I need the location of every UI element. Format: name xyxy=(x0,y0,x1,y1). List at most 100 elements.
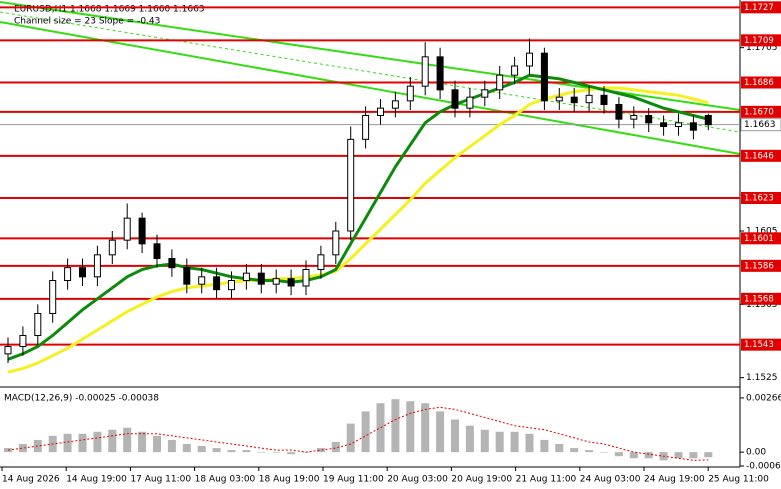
candle-body xyxy=(153,243,161,259)
candle-body xyxy=(615,104,623,120)
y-tick-label: -0.00068 xyxy=(746,462,781,472)
candle-body xyxy=(183,267,191,285)
macd-bar xyxy=(674,452,683,459)
candle-body xyxy=(228,280,235,291)
candle-body xyxy=(585,94,593,104)
macd-signal xyxy=(7,406,709,461)
level-tag xyxy=(741,232,781,245)
macd-bar xyxy=(182,443,191,453)
level-label: 1.1709 xyxy=(744,36,774,46)
level-tag xyxy=(741,149,781,162)
candle-body xyxy=(108,239,116,256)
macd-bar xyxy=(257,452,266,453)
y-tick-label: 1.1705 xyxy=(746,43,778,53)
level-tag xyxy=(741,292,781,305)
candle-body xyxy=(19,335,27,347)
candle-body xyxy=(421,56,429,87)
candle-body xyxy=(93,254,101,278)
x-tick-label: 18 Aug 19:00 xyxy=(259,475,320,485)
candle-body xyxy=(436,56,444,91)
macd-bar xyxy=(600,452,608,453)
candle-body xyxy=(496,74,504,91)
level-label: 1.1601 xyxy=(744,234,774,244)
level-tag xyxy=(741,76,781,89)
macd-bar xyxy=(63,433,72,453)
candle-body xyxy=(689,122,697,131)
macd-bar xyxy=(331,441,340,453)
macd-bar xyxy=(167,439,176,453)
x-tick-label: 17 Aug 11:00 xyxy=(130,475,191,485)
level-label: 1.1543 xyxy=(744,340,774,350)
candle-body xyxy=(511,65,519,76)
level-label: 1.1727 xyxy=(744,3,774,13)
macd-bar xyxy=(436,411,445,453)
x-tick-label: 14 Aug 19:00 xyxy=(66,475,127,485)
candle-body xyxy=(317,254,325,270)
macd-bar xyxy=(465,425,474,453)
candle-body xyxy=(123,217,131,241)
level-tag xyxy=(741,259,781,272)
x-tick-label: 21 Aug 11:00 xyxy=(516,475,577,485)
macd-bar xyxy=(525,433,534,453)
y-tick-label: 0.00 xyxy=(746,448,766,458)
candle-body xyxy=(64,267,72,281)
macd-bar xyxy=(123,427,132,453)
macd-bar xyxy=(495,431,504,453)
macd-bar xyxy=(108,429,117,453)
macd-bar xyxy=(614,452,623,457)
level-tag xyxy=(741,34,781,47)
candle-body xyxy=(704,115,712,126)
macd-bar xyxy=(316,448,325,453)
level-tag xyxy=(741,338,781,351)
macd-bar xyxy=(570,448,579,453)
candle-body xyxy=(406,85,414,102)
macd-bar xyxy=(644,452,653,459)
y-tick-label: 0.00266 xyxy=(746,393,781,403)
macd-bar xyxy=(376,403,385,453)
level-tag xyxy=(741,192,781,204)
macd-bar xyxy=(93,431,102,453)
macd-bar xyxy=(242,450,251,453)
macd-bar xyxy=(361,411,370,453)
macd-bar xyxy=(212,448,221,453)
candle-body xyxy=(377,107,384,116)
candle-body xyxy=(555,96,563,102)
candle-body xyxy=(332,230,340,256)
level-tag xyxy=(741,105,781,118)
x-tick-label: 19 Aug 11:00 xyxy=(323,475,384,485)
candle-body xyxy=(287,278,295,287)
x-tick-label: 18 Aug 03:00 xyxy=(195,475,256,485)
macd-bar xyxy=(4,448,12,453)
candle-body xyxy=(391,100,399,109)
x-tick-label: 24 Aug 19:00 xyxy=(644,475,705,485)
macd-bar xyxy=(78,433,87,453)
macd-bar xyxy=(555,443,564,453)
candle-body xyxy=(630,115,638,120)
macd-bar xyxy=(540,439,549,453)
macd-bar xyxy=(138,431,147,453)
macd-title: MACD(12,26,9) -0.00025 -0.00038 xyxy=(4,394,159,404)
chart-subtitle: Channel size = 23 Slope = -0.43 xyxy=(14,17,160,27)
macd-bar xyxy=(704,452,713,458)
candle-body xyxy=(347,138,355,232)
candle-body xyxy=(466,96,474,109)
macd-bar xyxy=(421,403,430,453)
macd-bar xyxy=(391,399,400,453)
level-label: 1.1646 xyxy=(744,151,774,161)
candle-body xyxy=(362,115,370,140)
current-price-tag xyxy=(740,118,781,132)
x-tick-label: 14 Aug 2026 xyxy=(2,475,60,485)
level-label: 1.1686 xyxy=(744,78,774,88)
candle-body xyxy=(213,276,221,291)
x-tick-label: 20 Aug 03:00 xyxy=(387,475,448,485)
candle-body xyxy=(272,278,280,285)
candle-body xyxy=(242,272,250,281)
level-tag xyxy=(741,1,781,14)
candle-body xyxy=(645,115,653,124)
macd-bar xyxy=(451,419,459,453)
macd-bar xyxy=(287,452,296,455)
level-label: 1.1670 xyxy=(744,107,774,117)
y-tick-label: 1.1525 xyxy=(746,373,778,383)
chart-title: EURUSD,H1 1.1668 1.1669 1.1660 1.1663 xyxy=(14,5,205,15)
